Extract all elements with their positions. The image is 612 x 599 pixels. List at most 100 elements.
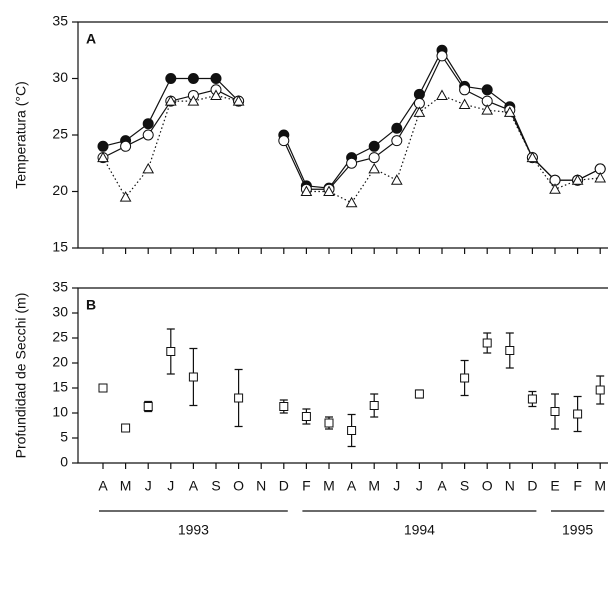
marker — [413, 106, 426, 117]
marker — [481, 104, 494, 115]
y-tick-label: 35 — [52, 279, 68, 295]
marker — [368, 162, 381, 174]
marker — [573, 409, 583, 419]
marker — [301, 412, 311, 421]
marker — [142, 118, 154, 130]
marker — [482, 338, 492, 348]
y-tick-label: 5 — [60, 429, 68, 445]
x-tick-label: N — [505, 478, 515, 494]
marker — [503, 106, 516, 117]
marker — [390, 174, 403, 185]
x-tick-label: N — [256, 478, 266, 494]
marker — [142, 162, 155, 174]
marker — [187, 95, 200, 106]
marker — [368, 152, 380, 164]
y-tick-label: 0 — [60, 454, 68, 470]
marker — [481, 84, 493, 96]
marker — [526, 151, 539, 163]
marker — [165, 73, 177, 84]
marker — [234, 393, 244, 403]
marker — [460, 373, 470, 383]
marker — [188, 372, 198, 382]
y-tick-label: 30 — [52, 304, 68, 320]
marker — [594, 171, 607, 183]
y-axis-label: Temperatura (°C) — [13, 81, 29, 189]
marker — [279, 402, 289, 411]
marker — [121, 423, 131, 433]
marker — [300, 185, 313, 196]
marker — [436, 50, 448, 62]
x-tick-label: M — [594, 478, 606, 494]
x-tick-label: M — [120, 478, 132, 494]
x-tick-label: E — [550, 478, 559, 494]
marker — [98, 383, 108, 393]
marker — [187, 73, 199, 84]
year-label: 1993 — [178, 522, 209, 538]
marker — [143, 402, 153, 411]
marker — [120, 140, 132, 152]
marker — [142, 129, 154, 141]
marker — [527, 394, 537, 404]
x-tick-label: D — [279, 478, 289, 494]
x-tick-label: J — [416, 478, 423, 494]
x-tick-label: M — [368, 478, 380, 494]
x-tick-label: F — [302, 478, 311, 494]
x-tick-label: J — [145, 478, 152, 494]
marker — [368, 140, 380, 152]
x-tick-label: O — [482, 478, 493, 494]
y-tick-label: 15 — [52, 379, 68, 395]
marker — [323, 185, 335, 196]
marker — [414, 389, 424, 399]
frame — [77, 21, 608, 249]
marker — [505, 346, 515, 355]
marker — [347, 426, 357, 435]
x-tick-label: J — [393, 478, 400, 494]
marker — [391, 122, 403, 134]
x-tick-label: A — [189, 478, 199, 494]
marker — [232, 95, 245, 106]
y-tick-label: 20 — [52, 182, 68, 198]
frame — [77, 287, 608, 464]
marker — [278, 135, 290, 147]
marker — [166, 347, 176, 356]
marker — [97, 151, 109, 163]
x-tick-label: D — [527, 478, 537, 494]
marker — [458, 98, 471, 109]
marker — [391, 135, 403, 147]
x-tick-label: S — [211, 478, 220, 494]
x-tick-label: F — [573, 478, 582, 494]
y-tick-label: 25 — [52, 329, 68, 345]
x-tick-label: O — [233, 478, 244, 494]
x-tick-label: S — [460, 478, 469, 494]
series-line — [102, 54, 601, 190]
marker — [119, 191, 132, 202]
marker — [571, 174, 584, 185]
year-label: 1995 — [562, 522, 593, 538]
x-tick-label: J — [167, 478, 174, 494]
marker — [346, 157, 358, 169]
panel-label: B — [86, 297, 96, 313]
y-tick-label: 25 — [52, 126, 68, 142]
y-tick-label: 15 — [52, 239, 68, 255]
y-tick-label: 35 — [52, 13, 68, 29]
y-axis-label: Profundidad de Secchi (m) — [13, 293, 29, 459]
marker — [459, 84, 471, 96]
x-tick-label: A — [437, 478, 447, 494]
x-tick-label: A — [98, 478, 108, 494]
marker — [436, 89, 448, 100]
marker — [324, 418, 334, 428]
marker — [164, 95, 177, 106]
y-tick-label: 10 — [52, 404, 68, 420]
marker — [97, 140, 109, 152]
marker — [369, 401, 379, 410]
marker — [549, 183, 561, 194]
marker — [413, 88, 425, 100]
marker — [550, 407, 560, 416]
marker — [210, 89, 222, 100]
x-tick-label: M — [323, 478, 335, 494]
marker — [595, 385, 605, 395]
y-tick-label: 20 — [52, 354, 68, 370]
series-line — [102, 94, 601, 204]
x-tick-label: A — [347, 478, 357, 494]
